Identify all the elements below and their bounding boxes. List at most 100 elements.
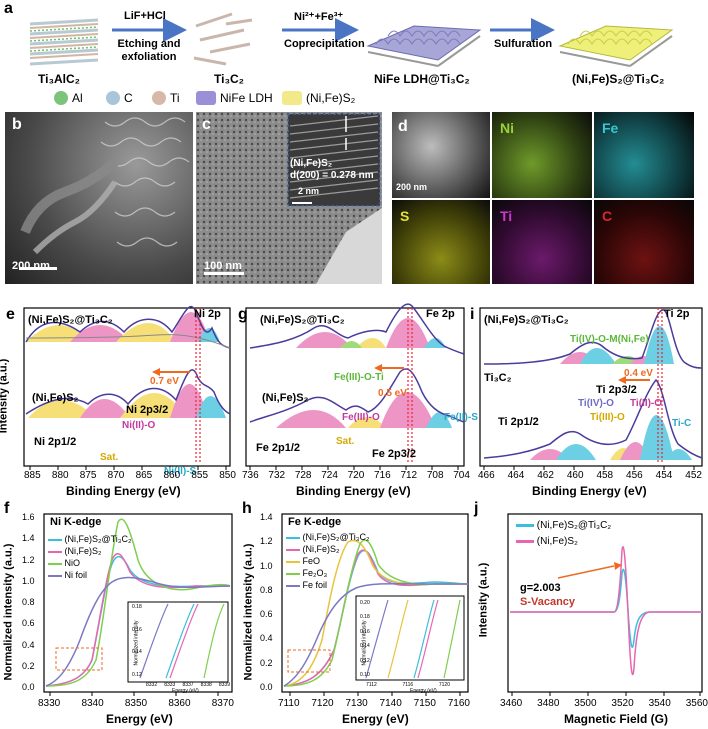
c-swatch bbox=[106, 91, 120, 105]
tick: 0.2 bbox=[22, 660, 35, 671]
tick: 8337 bbox=[182, 682, 194, 688]
ti2p-p12-label: Ti 2p1/2 bbox=[498, 416, 539, 428]
ti3c2-illustration bbox=[193, 12, 253, 66]
tick: 0.10 bbox=[360, 671, 370, 678]
tick: 0.12 bbox=[132, 671, 142, 678]
edx-s-label: S bbox=[400, 208, 410, 224]
ni2p-p32-label: Ni 2p3/2 bbox=[126, 404, 169, 416]
tick: 1.2 bbox=[22, 554, 35, 565]
fe2p-sat-label: Sat. bbox=[336, 436, 355, 447]
tick: 716 bbox=[374, 470, 391, 481]
xas-ni-ylabel: Normalized intensity (a.u.) bbox=[2, 543, 15, 681]
tick: 466 bbox=[478, 470, 495, 481]
panel-label-j: j bbox=[474, 500, 479, 517]
tick: 3460 bbox=[500, 698, 523, 709]
xas-fe-inset-ylabel: Normalized intensity bbox=[361, 620, 368, 666]
xps-ni2p-plot bbox=[23, 305, 231, 470]
panel-label-g: g bbox=[238, 306, 248, 323]
ni2p-bottom-sample: (Ni,Fe)S₂ bbox=[32, 392, 79, 404]
stage-nife-ldh: NiFe LDH@Ti₃C₂ bbox=[374, 72, 470, 86]
tick: 0.4 bbox=[260, 633, 273, 644]
tick: 0.0 bbox=[22, 682, 35, 692]
ti2p-xlabel: Binding Energy (eV) bbox=[532, 484, 647, 498]
ti2p-ti2o-label: Ti(II)-O bbox=[630, 398, 663, 409]
stage-ti3alc2: Ti₃AlC₂ bbox=[38, 72, 80, 86]
tick: 462 bbox=[537, 470, 554, 481]
ti2p-tiom-label: Ti(IV)-O-M(Ni,Fe) bbox=[570, 334, 649, 345]
tick: 720 bbox=[347, 470, 365, 481]
xas-ni-title: Ni K-edge bbox=[50, 516, 102, 528]
tick: 0.16 bbox=[360, 628, 370, 635]
tick: 855 bbox=[191, 470, 209, 481]
tick: 880 bbox=[51, 470, 69, 481]
tick: 454 bbox=[655, 470, 673, 481]
edx-ti-label: Ti bbox=[500, 208, 513, 224]
tick: 1.6 bbox=[22, 512, 35, 522]
al-swatch bbox=[54, 91, 68, 105]
legend-nife-ldh: NiFe LDH bbox=[196, 91, 273, 105]
nifes2-illustration bbox=[558, 25, 674, 67]
tick: 860 bbox=[163, 470, 181, 481]
fe2p-xlabel: Binding Energy (eV) bbox=[296, 484, 411, 498]
tick: 0.20 bbox=[360, 600, 370, 606]
arrow1-top-label: LiF+HCl bbox=[124, 10, 166, 22]
panel-label-i: i bbox=[470, 306, 475, 323]
xas-ni-inset-xticks: 8332 8333 8337 8338 8339 bbox=[146, 682, 230, 688]
xas-fe-xticks: 7110 7120 7130 7140 7150 7160 bbox=[278, 698, 470, 709]
tick: 8338 bbox=[200, 682, 212, 688]
edx-map-ti bbox=[492, 200, 592, 284]
tick: 0.16 bbox=[132, 626, 142, 633]
tick: 7110 bbox=[278, 698, 300, 709]
fe2p-p32-label: Fe 2p3/2 bbox=[372, 448, 417, 460]
tick: 3500 bbox=[574, 698, 597, 709]
tick: 712 bbox=[400, 470, 418, 481]
tick: 7160 bbox=[447, 698, 470, 709]
tick: 0.14 bbox=[360, 643, 370, 650]
ti2p-ti4o-label: Ti(IV)-O bbox=[578, 398, 614, 409]
ni2p-shift: 0.7 eV bbox=[150, 376, 179, 387]
tick: 3520 bbox=[611, 698, 634, 709]
tick: 0.8 bbox=[260, 584, 273, 595]
tick: 704 bbox=[453, 470, 470, 481]
tick: 885 bbox=[24, 470, 41, 481]
xas-fe-yticks: 0.0 0.2 0.4 0.6 0.8 1.0 1.2 1.4 bbox=[260, 512, 273, 692]
tick: 0.4 bbox=[22, 639, 35, 650]
panel-label-h: h bbox=[242, 500, 252, 517]
nife-ldh-illustration bbox=[366, 25, 482, 67]
xps-ti2p-plot bbox=[479, 307, 703, 470]
tem-inset-scale: 2 nm bbox=[298, 186, 320, 196]
nifes2-swatch bbox=[282, 91, 302, 105]
tick: 8333 bbox=[164, 682, 176, 688]
tick: 708 bbox=[426, 470, 444, 481]
ti2p-xticks: 466 464 462 460 458 456 454 452 bbox=[478, 470, 702, 481]
edx-map-s bbox=[392, 200, 490, 284]
fe2p-p12-label: Fe 2p1/2 bbox=[256, 442, 301, 454]
xas-ni-inset-ylabel: Normalized intensity bbox=[133, 620, 140, 666]
fe2p-fe3o-label: Fe(III)-O bbox=[342, 412, 380, 423]
xas-fe-title: Fe K-edge bbox=[288, 516, 342, 528]
xas-ni-xlabel: Energy (eV) bbox=[106, 712, 173, 726]
xps-ylabel: Intensity (a.u.) bbox=[0, 358, 10, 434]
xas-fe-legend-4: Fe foil bbox=[286, 580, 327, 590]
xas-fe-inset-yticks: 0.10 0.12 0.14 0.16 0.18 0.20 bbox=[360, 600, 370, 678]
xps-fe2p-plot bbox=[245, 303, 465, 470]
tick: 736 bbox=[242, 470, 259, 481]
ti2p-p32-label: Ti 2p3/2 bbox=[596, 384, 637, 396]
tick: 464 bbox=[507, 470, 525, 481]
epr-ylabel: Intensity (a.u.) bbox=[477, 562, 490, 638]
tick: 7116 bbox=[402, 682, 414, 688]
tick: 0.18 bbox=[132, 604, 142, 610]
tick: 7120 bbox=[311, 698, 334, 709]
arrow1-bottom-label: Etching and exfoliation bbox=[117, 38, 181, 63]
xas-fe-xlabel: Energy (eV) bbox=[342, 712, 409, 726]
epr-xlabel: Magnetic Field (G) bbox=[564, 712, 669, 726]
tick: 865 bbox=[135, 470, 153, 481]
arrow2-top-label: Ni²⁺+Fe³⁺ bbox=[294, 11, 344, 23]
legend-al-label: Al bbox=[72, 91, 83, 105]
xas-ni-xticks: 8330 8340 8350 8360 8370 bbox=[38, 698, 234, 709]
tick: 8340 bbox=[81, 698, 104, 709]
epr-vacancy-label: S-Vacancy bbox=[520, 596, 576, 608]
ni2p-xlabel: Binding Energy (eV) bbox=[66, 484, 181, 498]
xas-fe-plot bbox=[281, 513, 469, 696]
edx-map-fe bbox=[594, 112, 694, 198]
